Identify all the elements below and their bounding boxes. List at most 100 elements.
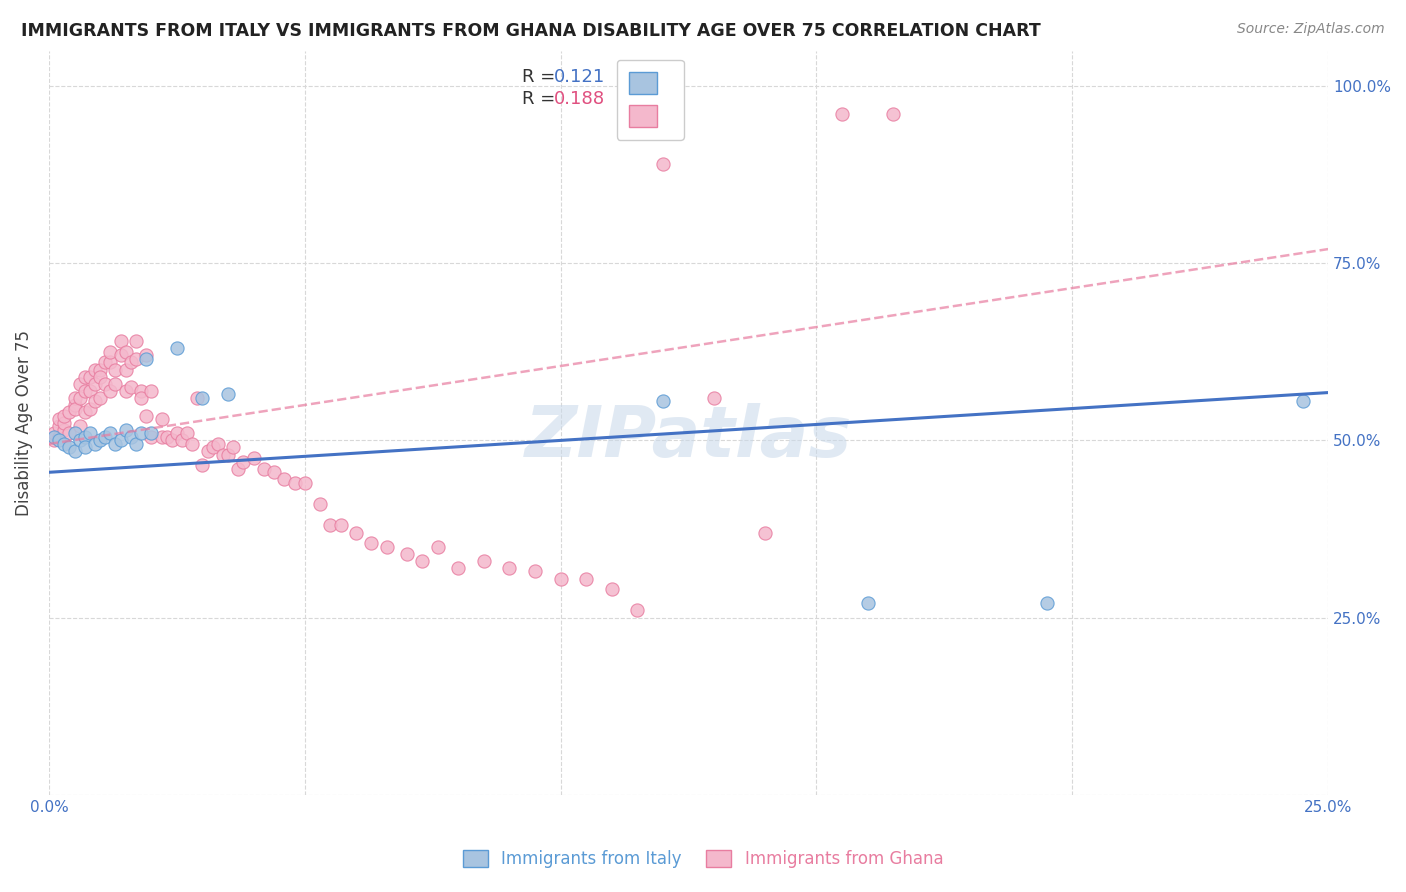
Point (79, 401, 101, 416)
Point (84, 394, 107, 409)
Point (110, 334, 132, 349)
Point (129, 391, 152, 405)
Point (329, 518, 352, 533)
Point (69, 391, 91, 405)
Point (1291, 394, 1313, 409)
Text: ZIPatlas: ZIPatlas (524, 403, 852, 472)
Point (191, 458, 214, 473)
Point (294, 475, 316, 490)
Point (284, 475, 307, 490)
Point (89, 369, 111, 384)
Point (472, 554, 495, 568)
Point (114, 384, 136, 398)
Point (652, 157, 675, 171)
Point (375, 540, 398, 554)
Point (191, 391, 214, 405)
Point (89, 362, 111, 376)
Point (156, 430, 179, 444)
Text: R =: R = (522, 68, 561, 86)
Point (181, 437, 204, 451)
Point (63, 401, 86, 416)
Point (69, 419, 91, 434)
Text: N =: N = (619, 90, 658, 108)
Point (104, 437, 127, 451)
Point (524, 565, 547, 579)
Point (79, 369, 101, 384)
Point (69, 376, 91, 391)
Point (58, 441, 80, 455)
Point (201, 441, 224, 455)
Point (1035, 596, 1057, 610)
Point (63, 398, 86, 412)
Point (53, 423, 76, 437)
Point (120, 355, 142, 369)
Point (79, 426, 101, 441)
Point (882, 107, 904, 121)
Point (186, 391, 208, 405)
Point (104, 376, 127, 391)
Point (129, 384, 152, 398)
Point (273, 472, 295, 486)
Point (550, 572, 572, 586)
Point (319, 518, 342, 533)
Point (73, 405, 96, 419)
Point (42, 426, 65, 441)
Text: 29: 29 (652, 68, 678, 86)
Point (754, 525, 776, 540)
Point (42, 434, 65, 448)
Point (53, 409, 76, 423)
Point (166, 426, 188, 441)
Point (426, 540, 449, 554)
Point (447, 561, 470, 575)
Point (120, 430, 142, 444)
Point (125, 334, 148, 349)
Point (53, 437, 76, 451)
Point (207, 437, 229, 451)
Point (135, 348, 157, 362)
Point (626, 603, 648, 617)
Point (856, 596, 879, 610)
Point (263, 465, 285, 479)
Text: 0.121: 0.121 (554, 68, 606, 86)
Point (242, 451, 264, 466)
Point (84, 437, 107, 451)
Text: Source: ZipAtlas.com: Source: ZipAtlas.com (1237, 22, 1385, 37)
Point (197, 444, 219, 458)
Point (226, 462, 249, 476)
Point (63, 444, 86, 458)
Point (100, 426, 122, 441)
Point (110, 434, 132, 448)
Point (135, 409, 157, 423)
Point (94, 376, 117, 391)
Point (176, 426, 198, 441)
Point (73, 441, 96, 455)
Point (135, 351, 157, 366)
Point (114, 344, 136, 359)
Point (232, 455, 254, 469)
Point (48, 434, 70, 448)
Point (120, 380, 142, 394)
Point (114, 423, 136, 437)
Point (48, 419, 70, 434)
Point (89, 391, 111, 405)
Point (125, 437, 148, 451)
Point (69, 434, 91, 448)
Point (150, 430, 173, 444)
Point (89, 434, 111, 448)
Point (141, 430, 163, 444)
Point (360, 536, 382, 550)
Point (831, 107, 853, 121)
Point (100, 355, 122, 369)
Point (100, 384, 122, 398)
Point (125, 351, 148, 366)
Point (53, 416, 76, 430)
Point (63, 426, 86, 441)
Point (141, 426, 163, 441)
Point (73, 384, 96, 398)
Point (170, 434, 193, 448)
Point (703, 391, 725, 405)
Point (222, 441, 245, 455)
Text: 0.188: 0.188 (554, 90, 606, 108)
Point (63, 391, 86, 405)
Point (150, 412, 173, 426)
